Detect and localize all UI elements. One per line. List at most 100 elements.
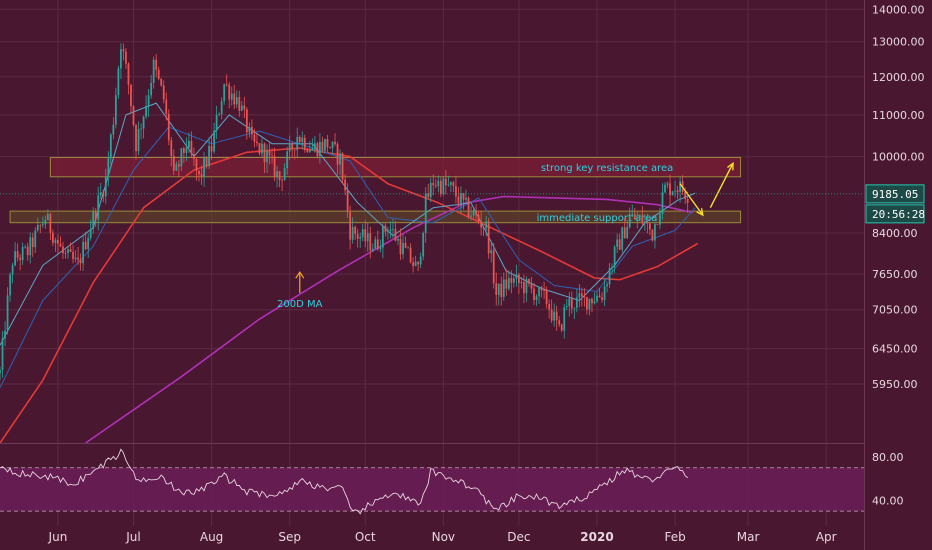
candle-body (198, 170, 200, 175)
candle-body (193, 154, 195, 160)
candle-body (190, 140, 193, 155)
price-tick-label: 5950.00 (872, 378, 918, 391)
candle-body (278, 171, 281, 180)
candle-body (351, 226, 354, 240)
candle-body (21, 247, 24, 261)
candle-body (654, 224, 656, 241)
candle-body (452, 182, 455, 186)
candle-body (417, 261, 420, 265)
time-tick-label: Mar (737, 530, 760, 544)
candle-body (621, 227, 624, 250)
time-tick-label: 2020 (580, 530, 613, 544)
candle-body (507, 278, 510, 289)
candle-body (31, 237, 34, 248)
price-tick-label: 10000.00 (872, 151, 925, 164)
candle-body (286, 151, 289, 169)
candle-body (586, 296, 588, 310)
candle-body (218, 114, 221, 115)
candle-body (215, 114, 218, 131)
candle-body (442, 178, 445, 194)
candle-body (384, 225, 387, 232)
candle-body (137, 129, 140, 152)
candle-body (429, 182, 432, 198)
candle-body (263, 143, 266, 163)
candle-body (550, 309, 553, 321)
candle-body (233, 93, 236, 105)
candle-body (135, 125, 137, 152)
candle-body (52, 232, 54, 243)
projection-arrow (679, 183, 704, 216)
candle-body (170, 140, 173, 156)
candle-body (649, 223, 651, 230)
candle-body (319, 141, 321, 157)
candle-body (303, 137, 306, 150)
candle-body (243, 105, 246, 110)
candle-body (354, 226, 357, 234)
time-axis[interactable]: Jun Jul Aug Sep Oct Nov Dec 2020 Feb Mar Apr (48, 530, 837, 544)
countdown-value: 20:56:28 (872, 208, 925, 221)
candle-body (434, 185, 437, 187)
candle-body (467, 197, 470, 217)
candle-body (669, 183, 671, 196)
candle-body (505, 279, 508, 289)
candle-body (109, 134, 112, 159)
candle-body (261, 143, 263, 154)
candle-body (268, 150, 271, 156)
candle-body (583, 296, 586, 298)
rsi-axis[interactable]: 80.00 40.00 (872, 451, 904, 507)
candle-body (240, 105, 243, 111)
time-tick-label: Aug (200, 530, 223, 544)
price-tick-label: 7050.00 (872, 304, 918, 317)
time-tick-label: Apr (816, 530, 837, 544)
price-grid (0, 8, 864, 385)
candle-body (334, 141, 336, 145)
candle-body (596, 295, 598, 302)
candle-body (538, 287, 540, 297)
time-tick-label: Nov (432, 530, 455, 544)
candle-body (172, 155, 175, 171)
candle-body (528, 279, 530, 284)
candle-body (633, 214, 636, 220)
candle-body (628, 215, 631, 228)
candle-body (606, 284, 608, 287)
candle-body (573, 307, 576, 309)
candle-body (686, 198, 689, 203)
resistance-zone-label: strong key resistance area (541, 163, 673, 174)
rsi-tick-label: 40.00 (872, 494, 904, 507)
candle-body (185, 147, 188, 153)
candle-body (359, 236, 362, 239)
price-axis[interactable]: 14000.00 13000.00 12000.00 11000.00 10000.00… (872, 3, 925, 391)
candle-body (97, 195, 100, 220)
candle-body (253, 134, 256, 142)
candle-body (225, 84, 228, 86)
candle-body (94, 211, 97, 220)
candle-body (409, 247, 412, 263)
candle-body (397, 238, 399, 241)
candle-body (24, 246, 27, 248)
candle-body (104, 176, 107, 197)
candle-body (470, 215, 472, 217)
candle-body (92, 211, 95, 229)
candle-body (616, 239, 619, 247)
candle-body (67, 249, 69, 253)
candle-body (87, 238, 90, 250)
candle-body (381, 225, 384, 248)
support-zone-label: immediate support area (537, 213, 658, 224)
candle-body (49, 214, 52, 233)
candle-body (684, 191, 687, 199)
candle-body (195, 159, 198, 171)
candle-body (132, 106, 135, 126)
candle-body (465, 197, 467, 200)
candle-body (404, 243, 407, 248)
candle-body (210, 146, 213, 152)
candle-body (356, 233, 359, 239)
candle-body (26, 246, 29, 256)
candle-body (296, 136, 299, 151)
candle-body (162, 85, 165, 100)
candle-body (62, 246, 64, 254)
candle-body (324, 139, 326, 151)
candle-body (419, 256, 422, 265)
candle-body (125, 51, 127, 64)
time-grid (57, 0, 827, 526)
